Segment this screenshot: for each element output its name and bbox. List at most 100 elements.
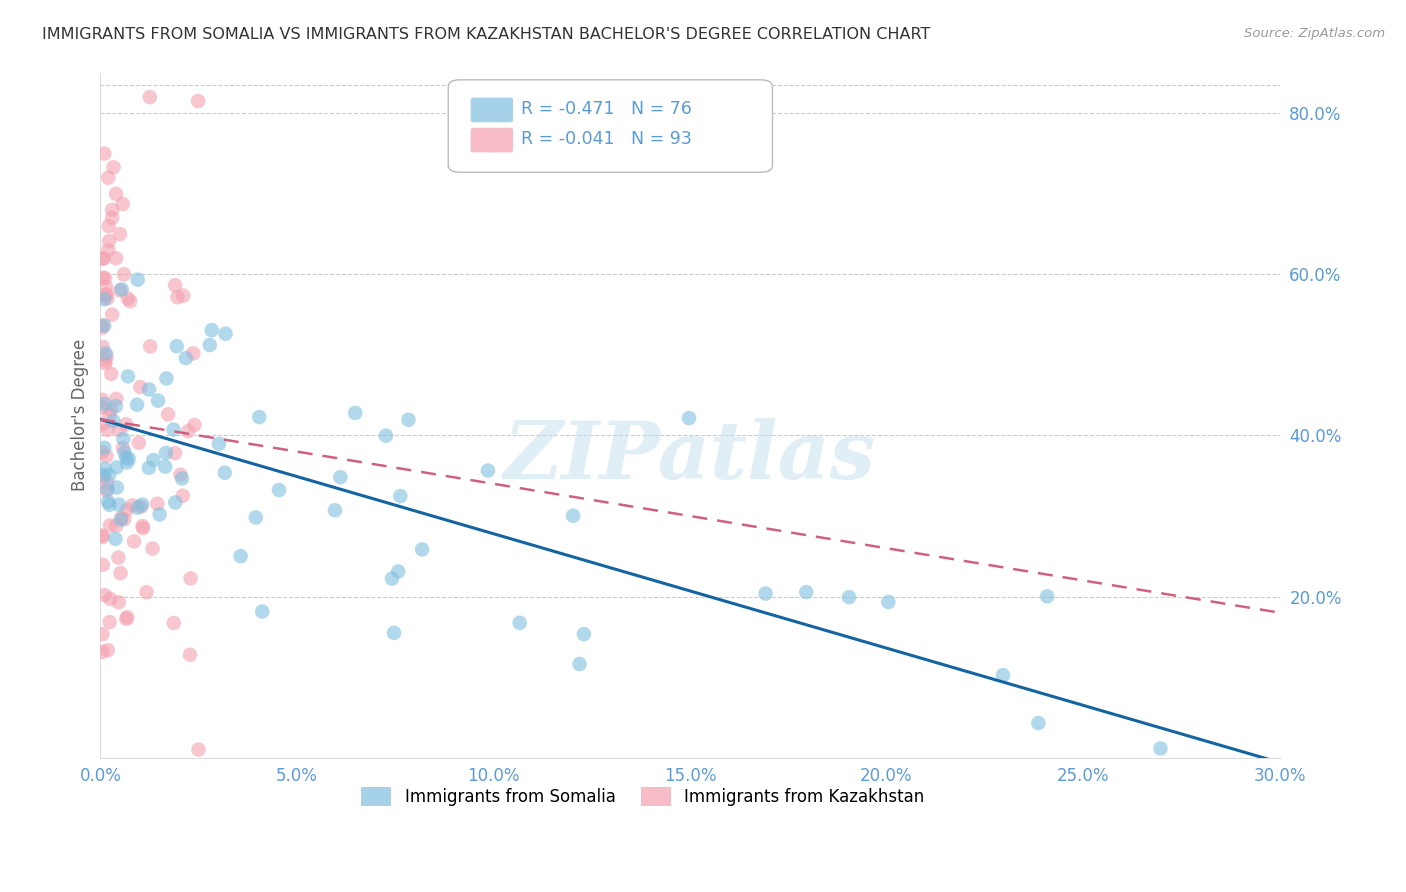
Point xyxy=(115,417,138,432)
Point xyxy=(267,483,290,497)
Point xyxy=(138,383,160,397)
Point xyxy=(96,349,118,363)
Point xyxy=(115,503,138,517)
Point xyxy=(97,219,120,233)
Point xyxy=(118,451,141,466)
Point xyxy=(111,197,134,211)
Point xyxy=(170,471,193,485)
Point xyxy=(382,626,405,640)
Point xyxy=(678,411,700,425)
Point xyxy=(198,338,221,352)
Point xyxy=(93,467,115,482)
Point xyxy=(98,591,121,606)
Point xyxy=(98,234,121,248)
Point xyxy=(110,566,132,581)
Point xyxy=(117,369,139,384)
Point xyxy=(91,445,114,459)
Point xyxy=(105,481,128,495)
Point xyxy=(562,508,585,523)
Point xyxy=(91,469,114,483)
Point xyxy=(572,627,595,641)
Point xyxy=(100,367,122,381)
Point xyxy=(120,294,142,309)
Point xyxy=(568,657,591,671)
Point xyxy=(91,270,114,285)
Point xyxy=(105,518,128,533)
Point xyxy=(110,511,132,525)
FancyBboxPatch shape xyxy=(471,128,513,153)
Point xyxy=(104,399,127,413)
Point xyxy=(98,518,121,533)
Point xyxy=(96,449,118,463)
Point xyxy=(98,498,121,512)
Point xyxy=(97,243,120,257)
Point xyxy=(389,489,412,503)
Point xyxy=(172,489,194,503)
Point xyxy=(93,461,115,475)
Point xyxy=(100,403,122,417)
Point xyxy=(1028,716,1050,731)
Point xyxy=(98,468,121,483)
Point xyxy=(374,428,396,442)
Point xyxy=(96,287,118,301)
Point xyxy=(169,467,191,482)
Point xyxy=(91,340,114,354)
Point xyxy=(94,356,117,370)
Point xyxy=(96,292,118,306)
Point xyxy=(91,627,114,641)
Point xyxy=(187,94,209,108)
Point xyxy=(91,530,114,544)
Point xyxy=(105,392,128,406)
Point xyxy=(101,308,124,322)
Point xyxy=(991,668,1014,682)
Point xyxy=(135,585,157,599)
Point xyxy=(214,326,236,341)
Point xyxy=(127,398,149,412)
Point xyxy=(877,595,900,609)
Point xyxy=(108,423,131,437)
Point xyxy=(329,470,352,484)
Point xyxy=(166,339,188,353)
Point xyxy=(146,393,169,408)
Text: Source: ZipAtlas.com: Source: ZipAtlas.com xyxy=(1244,27,1385,40)
Point xyxy=(252,605,274,619)
Point xyxy=(103,161,125,175)
Point xyxy=(91,318,114,333)
Point xyxy=(128,435,150,450)
Point xyxy=(381,572,404,586)
Text: ZIPatlas: ZIPatlas xyxy=(503,417,876,495)
Point xyxy=(98,408,121,422)
Point xyxy=(127,500,149,515)
Point xyxy=(93,318,115,333)
Point xyxy=(323,503,346,517)
Point xyxy=(208,437,231,451)
Point xyxy=(165,278,187,293)
Point xyxy=(115,612,138,626)
Point xyxy=(108,498,131,512)
Point xyxy=(187,742,209,756)
Point xyxy=(112,432,135,446)
Point xyxy=(153,459,176,474)
Point xyxy=(214,466,236,480)
Point xyxy=(247,410,270,425)
Point xyxy=(180,571,202,585)
Point xyxy=(1036,590,1059,604)
Point xyxy=(94,346,117,360)
Point xyxy=(96,423,118,437)
Point xyxy=(94,271,117,285)
Point xyxy=(142,541,165,556)
Point xyxy=(387,565,409,579)
Point xyxy=(138,461,160,475)
Point xyxy=(97,494,120,508)
Point xyxy=(132,521,155,535)
Point xyxy=(97,643,120,657)
Point xyxy=(115,450,138,465)
Point xyxy=(183,417,205,432)
Point xyxy=(93,252,115,266)
Point xyxy=(96,482,118,496)
Point xyxy=(91,401,114,415)
Point xyxy=(93,292,115,306)
Point xyxy=(398,413,420,427)
Point xyxy=(163,446,186,460)
Point xyxy=(838,590,860,604)
